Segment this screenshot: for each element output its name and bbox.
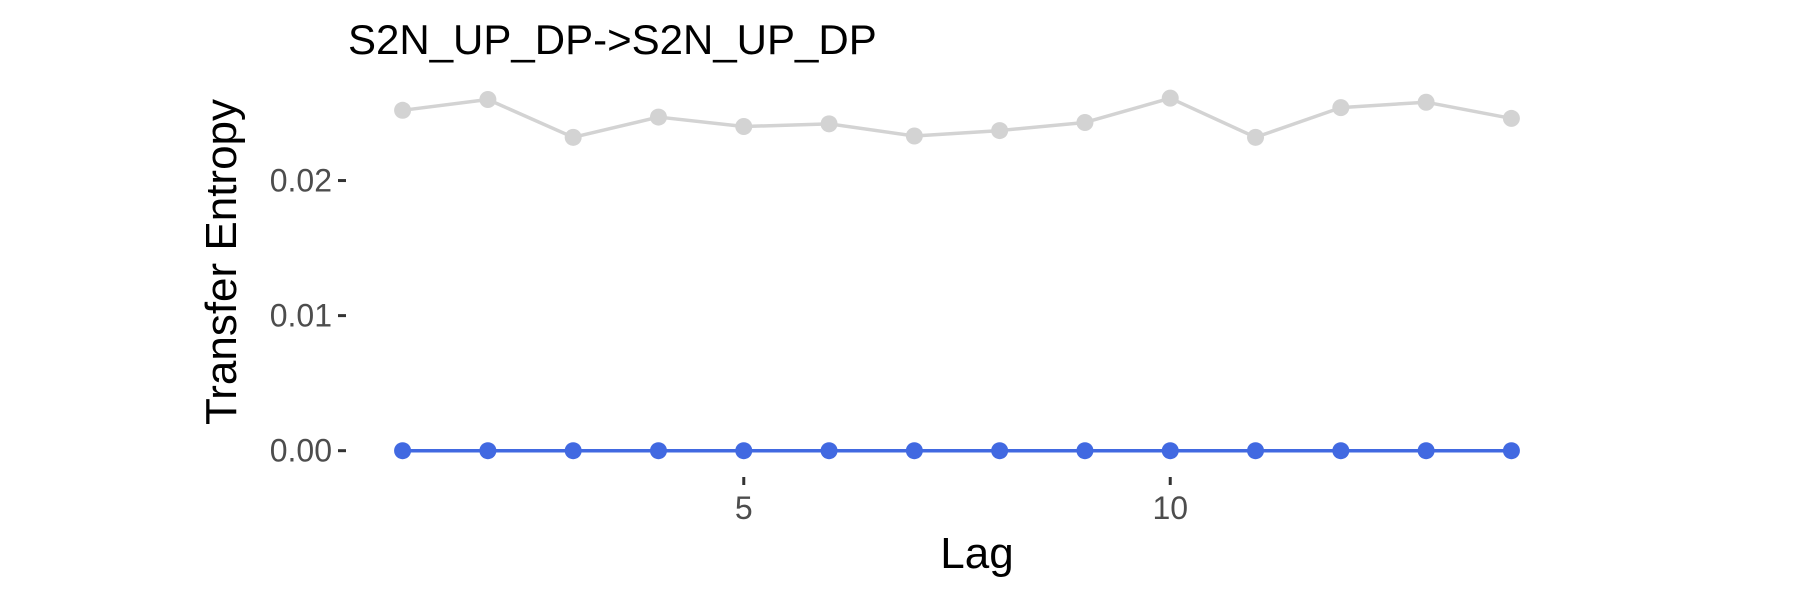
data-point xyxy=(820,442,838,460)
plot-series xyxy=(394,89,1520,460)
data-point xyxy=(905,127,923,145)
y-axis-title: Transfer Entropy xyxy=(197,99,246,425)
data-point xyxy=(991,442,1009,460)
data-point xyxy=(820,115,838,133)
data-point xyxy=(479,91,497,109)
data-point xyxy=(1161,442,1179,460)
series-2 xyxy=(394,442,1520,460)
data-point xyxy=(1502,442,1520,460)
series-line xyxy=(402,96,1512,140)
x-tick-label: 5 xyxy=(735,490,753,526)
data-point xyxy=(735,442,753,460)
data-point xyxy=(1417,442,1435,460)
data-point xyxy=(479,442,497,460)
data-point xyxy=(1247,128,1265,146)
x-tick-label: 10 xyxy=(1152,490,1188,526)
data-point xyxy=(905,442,923,460)
y-tick-label: 0.00 xyxy=(270,433,332,469)
data-point xyxy=(394,442,412,460)
x-axis-title: Lag xyxy=(940,529,1013,578)
data-point xyxy=(1502,109,1520,127)
data-point xyxy=(394,101,412,119)
series-1 xyxy=(394,89,1520,146)
y-tick-label: 0.02 xyxy=(270,163,332,199)
data-point xyxy=(649,108,667,126)
y-tick-label: 0.01 xyxy=(270,298,332,334)
y-axis: 0.00 0.01 0.02 xyxy=(270,163,346,469)
data-point xyxy=(1076,113,1094,131)
data-point xyxy=(649,442,667,460)
data-point xyxy=(991,122,1009,140)
data-point xyxy=(1247,442,1265,460)
chart-title: S2N_UP_DP->S2N_UP_DP xyxy=(348,16,877,63)
data-point xyxy=(1417,93,1435,111)
data-point xyxy=(564,442,582,460)
x-axis: 5 10 xyxy=(735,477,1188,526)
data-point xyxy=(1332,99,1350,117)
data-point xyxy=(1332,442,1350,460)
data-point xyxy=(1076,442,1094,460)
data-point xyxy=(735,118,753,136)
data-point xyxy=(1161,89,1179,107)
data-point xyxy=(564,128,582,146)
